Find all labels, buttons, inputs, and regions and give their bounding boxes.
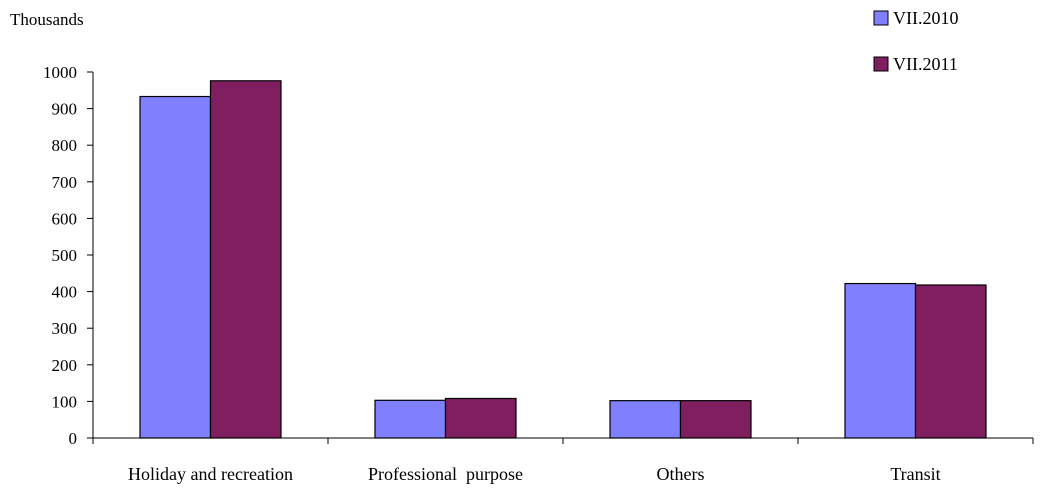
bar-vii-2010-2 (609, 400, 682, 439)
y-tick-label: 200 (52, 356, 78, 375)
y-tick-label: 300 (52, 319, 78, 338)
legend: VII.2010 VII.2011 (873, 8, 959, 74)
y-tick-label: 700 (52, 173, 78, 192)
y-unit-label: Thousands (10, 10, 84, 29)
x-axis-ticks (92, 438, 1034, 444)
y-tick-label: 1000 (43, 63, 77, 82)
y-tick-label: 800 (52, 136, 78, 155)
category-labels: Holiday and recreation Professional purpo… (128, 464, 941, 484)
y-axis-ticks: 0 100 200 300 400 500 600 700 800 900 1000 (43, 63, 93, 448)
category-label: Holiday and recreation (128, 464, 293, 484)
bar-vii-2011-1 (444, 397, 517, 439)
y-tick-label: 0 (69, 429, 78, 448)
category-label: Transit (890, 464, 940, 484)
bar-vii-2011-0 (209, 80, 282, 439)
y-tick-label: 500 (52, 246, 78, 265)
bars (139, 80, 987, 439)
category-label: Professional purpose (368, 464, 523, 484)
y-tick-label: 100 (52, 392, 78, 411)
category-label: Others (657, 464, 705, 484)
y-tick-label: 900 (52, 100, 78, 119)
legend-swatch-2010 (873, 10, 889, 26)
bar-vii-2011-3 (914, 284, 987, 439)
bar-vii-2011-2 (679, 400, 752, 439)
legend-swatch-2011 (873, 56, 889, 72)
legend-label-2010: VII.2010 (893, 8, 959, 28)
y-tick-label: 600 (52, 209, 78, 228)
bar-vii-2010-0 (139, 95, 212, 439)
y-tick-label: 400 (52, 283, 78, 302)
legend-label-2011: VII.2011 (893, 54, 958, 74)
bar-vii-2010-3 (844, 282, 917, 439)
bar-vii-2010-1 (374, 399, 447, 439)
